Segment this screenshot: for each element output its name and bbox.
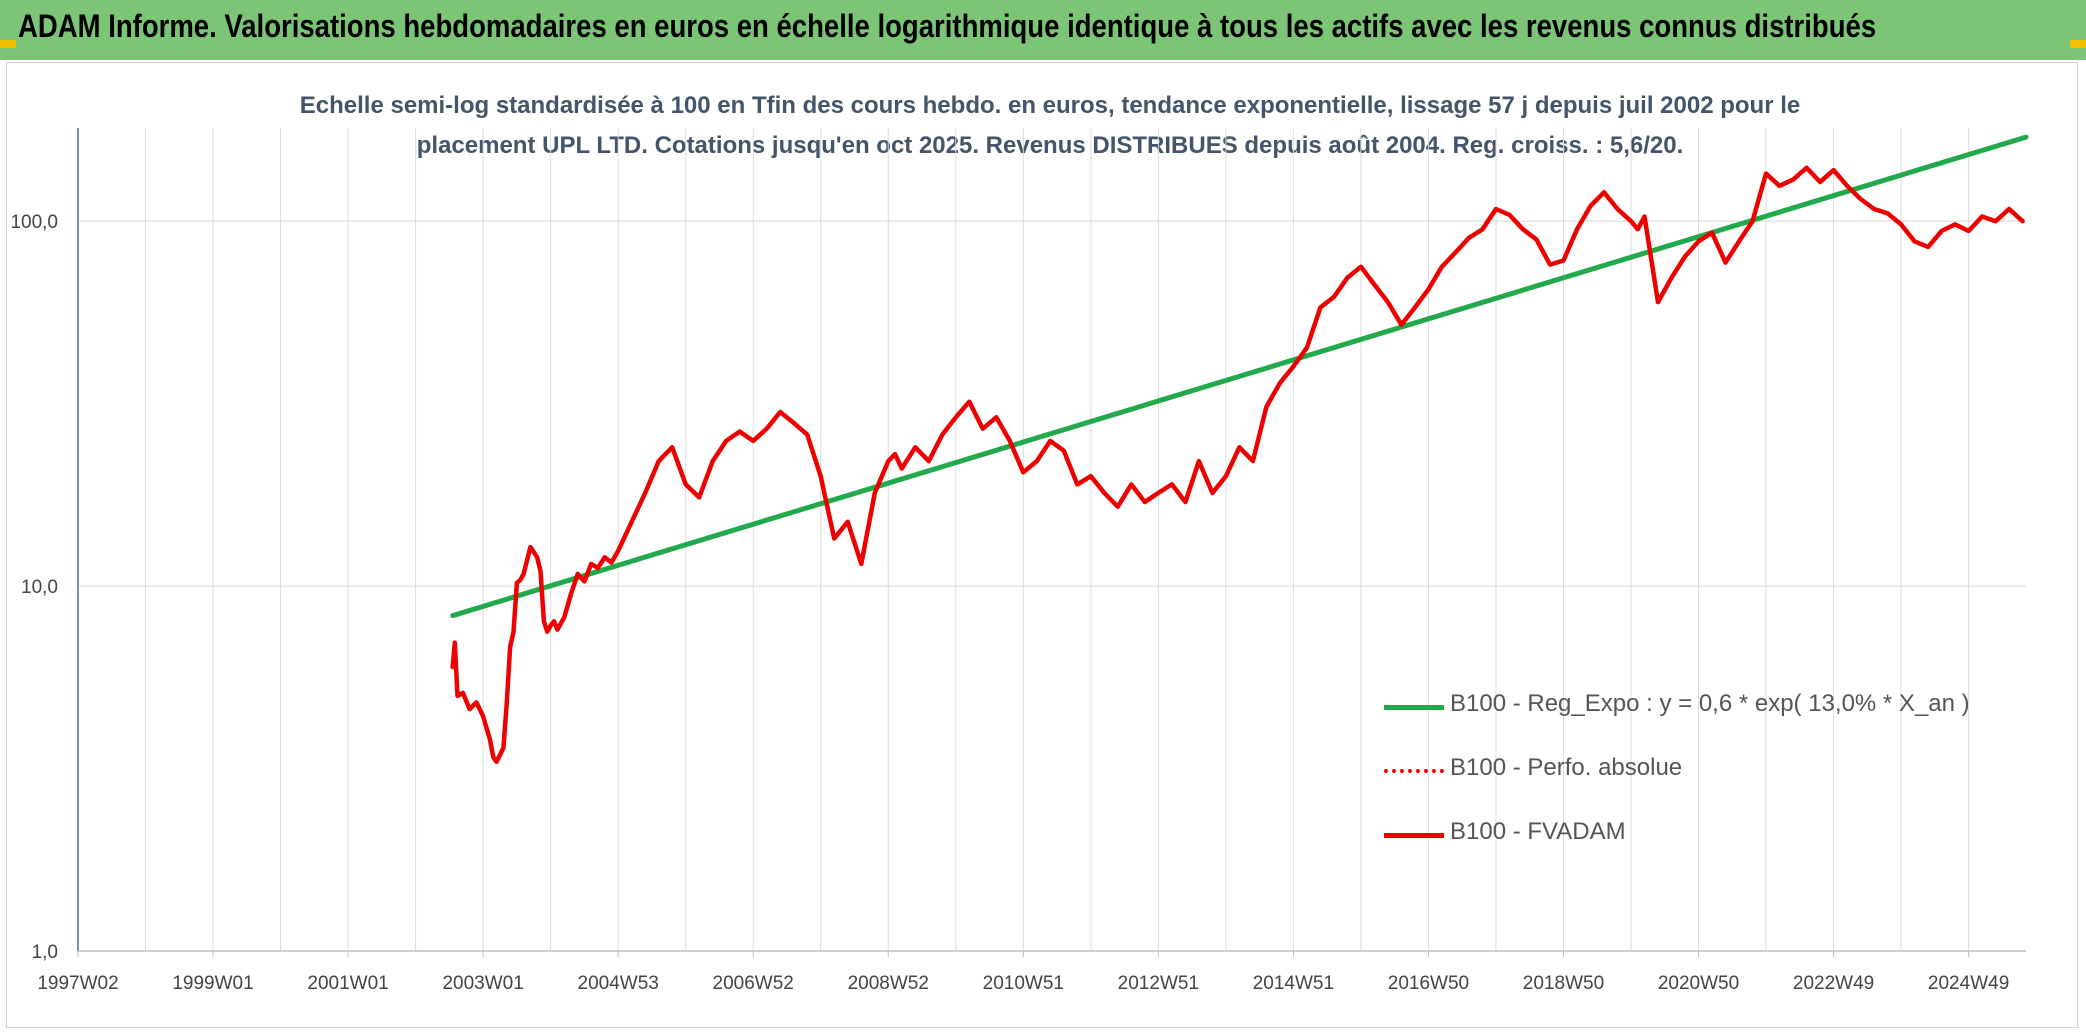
corner-accent-left [0,40,16,48]
legend-item-perfo: B100 - Perfo. absolue [1384,750,2024,790]
y-tick-label: 10,0 [21,577,58,598]
series-line-fvadam [450,165,2025,765]
corner-accent-right [2070,40,2086,48]
series-layer [450,134,2029,765]
chart-frame [6,62,2078,1028]
page-title: ADAM Informe. Valorisations hebdomadaire… [18,8,1877,44]
legend-swatch-regression [1384,705,1444,710]
x-tick-label: 1997W02 [37,973,118,994]
y-tick-label: 100,0 [10,212,58,233]
series-line-regression [450,134,2029,619]
x-tick-label: 2003W01 [442,973,523,994]
legend-item-fvadam: B100 - FVADAM [1384,814,2024,854]
legend-label-fvadam: B100 - FVADAM [1450,818,1626,845]
x-tick-label: 2012W51 [1118,973,1199,994]
legend-label-regression: B100 - Reg_Expo : y = 0,6 * exp( 13,0% *… [1450,690,1970,717]
x-tick-label: 2016W50 [1388,973,1469,994]
x-tick-label: 2014W51 [1253,973,1334,994]
y-tick-label: 1,0 [32,942,58,963]
x-tick-label: 2001W01 [307,973,388,994]
x-tick-label: 2006W52 [713,973,794,994]
x-tick-label: 2010W51 [983,973,1064,994]
legend-swatch-perfo [1384,769,1444,773]
x-tick-label: 2020W50 [1658,973,1739,994]
legend-item-regression: B100 - Reg_Expo : y = 0,6 * exp( 13,0% *… [1384,686,2024,726]
x-tick-label: 1999W01 [172,973,253,994]
legend-label-perfo: B100 - Perfo. absolue [1450,754,1683,781]
x-tick-label: 2022W49 [1793,973,1874,994]
x-tick-label: 2018W50 [1523,973,1604,994]
x-tick-label: 2004W53 [578,973,659,994]
x-tick-label: 2008W52 [848,973,929,994]
legend-swatch-fvadam [1384,833,1444,838]
header-bar: ADAM Informe. Valorisations hebdomadaire… [0,0,2086,60]
chart-title: Echelle semi-log standardisée à 100 en T… [299,92,1801,159]
axis-layer: 1,0 10,0 100,0 1997W02 1999W01 2001W01 2003W01… [10,128,2026,994]
x-tick-label: 2024W49 [1928,973,2009,994]
grid-layer [77,128,2026,952]
